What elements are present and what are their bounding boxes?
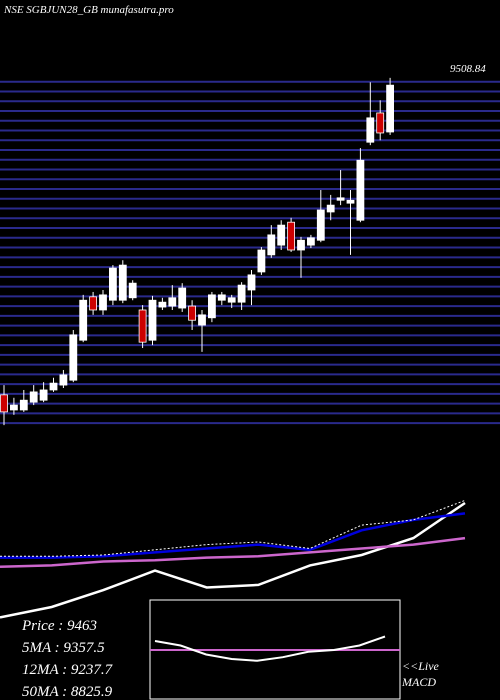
top-label: 9508.84 (450, 63, 486, 75)
candle-body (316, 209, 325, 241)
candle-body (158, 301, 167, 308)
ma-line (0, 512, 466, 559)
candle-body (59, 374, 68, 386)
chart-title: NSE SGBJUN28_GB munafasutra.pro (3, 4, 174, 16)
ma-line (0, 499, 466, 557)
candle-body (257, 249, 266, 273)
stat: 12MA : 9237.7 (22, 662, 114, 678)
candle-body (49, 382, 58, 391)
macd-sublabel: MACD (401, 675, 436, 689)
candle-body (19, 399, 28, 411)
candle-body (69, 334, 78, 381)
stats: Price : 9463 5MA : 9357.5 12MA : 9237.7 … (21, 618, 114, 700)
candle-body (168, 297, 177, 307)
candle-body (188, 305, 197, 321)
stat: 50MA : 8825.9 (22, 684, 113, 700)
candle-body (336, 197, 345, 201)
candle-body (227, 297, 236, 303)
macd-label: <<Live (402, 659, 440, 673)
candle-body (39, 389, 48, 401)
candle-body (297, 239, 305, 251)
candle-body (287, 221, 296, 251)
candle-body (178, 287, 187, 309)
candle-body (277, 224, 286, 246)
candle-body (198, 314, 206, 326)
candle-body (109, 267, 117, 301)
candle-body (326, 204, 335, 213)
candle-body (237, 284, 246, 303)
candle-body (99, 294, 107, 311)
candle-body (148, 299, 157, 341)
candle-body (207, 294, 216, 319)
candle-body (29, 391, 38, 403)
candle-body (356, 159, 365, 221)
candle-body (366, 117, 375, 143)
candle-body (376, 112, 385, 134)
candle-body (118, 264, 127, 301)
candle-body (79, 299, 88, 341)
candle-body (89, 296, 97, 311)
candle-body (346, 199, 355, 204)
ma-line (0, 536, 466, 568)
candle-body (306, 237, 315, 246)
candle-body (9, 404, 18, 411)
stat: Price : 9463 (21, 618, 97, 634)
stat: 5MA : 9357.5 (22, 640, 105, 656)
candle-body (128, 282, 137, 299)
candle-body (386, 84, 395, 133)
candle-body (138, 309, 147, 343)
macd-line (154, 635, 386, 662)
candle-body (217, 294, 226, 301)
candle-body (0, 394, 8, 413)
candle-body (247, 274, 256, 291)
candle-body (267, 234, 276, 256)
